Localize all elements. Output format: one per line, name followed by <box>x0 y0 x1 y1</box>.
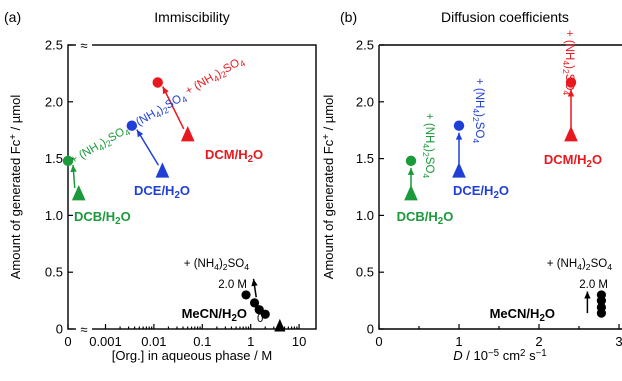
salt-label-a-1: + (NH4)2SO4 <box>126 90 189 134</box>
system-label-a-2: DCB/H2O <box>74 209 131 227</box>
system-label-b-0: DCM/H2O <box>544 152 602 170</box>
mecn-point-a-3 <box>249 298 260 308</box>
point-with-salt-a-2 <box>62 155 74 167</box>
point-without-salt-b-1 <box>452 162 466 178</box>
salt-arrow-b-1-head <box>455 132 463 140</box>
ytick-label-b: 1.0 <box>356 208 374 223</box>
mecn-start-label-a: 0 <box>257 313 263 325</box>
mecn-point-a-2 <box>254 305 264 315</box>
ytick-label-b: 2.0 <box>356 94 374 109</box>
xtick-label-a: 0 <box>64 334 71 349</box>
mecn-point-b-3 <box>596 290 607 300</box>
salt-arrow-a-0 <box>162 86 185 130</box>
system-label-a-1: DCE/H2O <box>134 183 190 201</box>
ytick-label-a: 0.5 <box>45 265 63 280</box>
xtick-label-b: 3 <box>615 334 622 349</box>
xlabel-b: D / 10−5 cm2 s−1 <box>453 348 546 363</box>
mecn-point-a-4 <box>241 290 251 300</box>
system-label-b-1: DCE/H2O <box>453 183 509 201</box>
ytick-label-b: 2.5 <box>356 38 374 53</box>
mecn-point-b-1 <box>596 302 607 313</box>
axis-break-a-1: ≈ <box>80 322 87 337</box>
point-without-salt-b-0 <box>564 125 578 142</box>
xtick-label-a: 1 <box>247 334 254 349</box>
xtick-label-a: 10 <box>292 334 306 349</box>
ytick-label-a: 1.0 <box>45 208 63 223</box>
ytick-label-b: 0.5 <box>356 265 374 280</box>
ytick-label-b: 0 <box>367 322 374 337</box>
mecn-end-label-a: 2.0 M <box>218 279 247 291</box>
mecn-salt-label-a: + (NH4)2SO4 <box>184 258 249 272</box>
xtick-label-a: 0.001 <box>89 334 122 349</box>
mecn-arrow-a-head <box>251 278 258 287</box>
salt-label-b-1: + (NH4)2SO4 <box>471 78 485 143</box>
ytick-label-a: 2.0 <box>45 94 63 109</box>
point-without-salt-a-0 <box>180 125 195 142</box>
ytick-label-a: 2.5 <box>45 38 63 53</box>
system-label-a-0: DCM/H2O <box>205 147 263 165</box>
salt-arrow-a-0-head <box>162 86 169 95</box>
xtick-label-a: 0.01 <box>141 334 166 349</box>
point-without-salt-b-2 <box>404 185 418 201</box>
point-with-salt-b-0 <box>565 77 577 88</box>
ytick-label-b: 1.5 <box>356 151 374 166</box>
point-with-salt-b-1 <box>453 120 465 131</box>
xtick-label-a: 0.1 <box>193 334 211 349</box>
salt-arrow-a-2-head <box>70 164 77 173</box>
salt-arrow-b-2-head <box>407 167 415 175</box>
point-with-salt-a-1 <box>126 120 138 131</box>
ylabel-b: Amount of generated Fc+ / µmol <box>321 95 336 280</box>
title-a: Immiscibility <box>154 9 229 25</box>
panel-label-b: (b) <box>340 9 357 25</box>
salt-label-a-2: + (NH4)2SO4 <box>69 123 132 167</box>
system-label-b-2: DCB/H2O <box>397 209 454 227</box>
point-without-salt-a-1 <box>155 162 170 178</box>
mecn-system-label-a: MeCN/H2O <box>182 306 247 324</box>
xlabel-a: [Org.] in aqueous phase / M <box>112 348 272 363</box>
ytick-label-a: 1.5 <box>45 151 63 166</box>
mecn-point-a-triangle <box>274 318 286 332</box>
xtick-label-b: 0 <box>375 334 382 349</box>
ylabel-a: Amount of generated Fc+ / µmol <box>8 95 23 280</box>
salt-arrow-a-1-head <box>136 129 144 138</box>
point-with-salt-a-0 <box>152 77 163 88</box>
mecn-salt-label-b: + (NH4)2SO4 <box>547 258 612 272</box>
axis-break-a-0: ≈ <box>80 38 87 53</box>
mecn-system-label-b: MeCN/H2O <box>490 306 555 324</box>
title-b: Diffusion coefficients <box>441 9 569 25</box>
salt-label-a-0: + (NH4)2SO4 <box>184 54 247 98</box>
mecn-arrow-b-head <box>584 291 591 299</box>
axis-break-mask-a-0 <box>76 39 92 51</box>
ytick-label-a: 0 <box>56 322 63 337</box>
point-with-salt-b-2 <box>405 155 417 167</box>
mecn-end-label-b: 2.0 M <box>579 279 608 291</box>
salt-label-b-0: + (NH4)2SO4 <box>561 30 575 95</box>
salt-label-b-2: + (NH4)2SO4 <box>421 113 435 178</box>
xtick-label-b: 2 <box>535 334 542 349</box>
xtick-label-b: 1 <box>455 334 462 349</box>
panel-label-a: (a) <box>4 9 21 25</box>
salt-arrow-b-0-head <box>567 89 575 97</box>
point-without-salt-a-2 <box>71 185 86 201</box>
axis-break-mask-a-1 <box>76 323 92 335</box>
